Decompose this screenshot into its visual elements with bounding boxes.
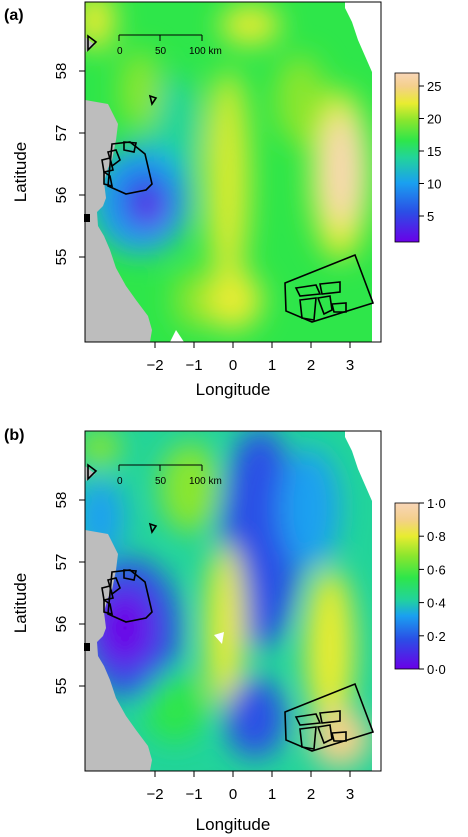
land-marker-b [84, 643, 90, 651]
scale-label-50-b: 50 [155, 476, 167, 487]
y-axis-a: 58 57 56 55 [53, 63, 85, 266]
land-marker-a [84, 214, 90, 222]
legend-tick-label: 1·0 [427, 496, 446, 511]
y-axis-b: 58 57 56 55 [53, 492, 85, 695]
x-tick-label: −1 [185, 786, 202, 803]
development-zones-b [87, 463, 375, 752]
legend-tick-label: 0·0 [427, 662, 446, 677]
y-tick-label: 57 [53, 125, 70, 142]
scale-label-0-a: 0 [117, 46, 123, 57]
data-gap-a [170, 330, 184, 342]
y-tick-label: 57 [53, 554, 70, 571]
legend-ticks-b: 1·0 0·8 0·6 0·4 0·2 0·0 [419, 496, 446, 677]
x-tick-label: −2 [146, 357, 163, 374]
legend-tick-label: 0·8 [427, 529, 446, 544]
x-axis-label-a: Longitude [196, 380, 271, 399]
scale-label-100-a: 100 km [189, 46, 222, 57]
panel-label-a: (a) [4, 7, 24, 24]
legend-tick-label: 0·2 [427, 629, 446, 644]
legend-tick-label: 0·4 [427, 596, 446, 611]
y-tick-label: 58 [53, 492, 70, 509]
y-axis-label-b: Latitude [11, 573, 30, 634]
y-tick-label: 55 [53, 678, 70, 695]
map-a-svg: 0 50 100 km (a) −2 −1 0 1 2 3 58 57 56 55 Longit… [4, 1, 441, 399]
x-tick-label: 0 [229, 357, 237, 374]
x-axis-b: −2 −1 0 1 2 3 [146, 771, 354, 803]
x-tick-label: 3 [346, 357, 354, 374]
legend-tick-label: 10 [427, 177, 441, 192]
map-b-svg: 0 50 100 km (b) −2 −1 0 1 2 3 58 57 56 55 Longit… [4, 427, 446, 834]
legend-tick-label: 25 [427, 79, 441, 94]
scale-bar-a: 0 50 100 km [117, 34, 222, 57]
density-surface-b [85, 431, 372, 771]
y-tick-label: 56 [53, 616, 70, 633]
x-axis-label-b: Longitude [196, 815, 271, 834]
y-tick-label: 58 [53, 63, 70, 80]
x-tick-label: −1 [185, 357, 202, 374]
map-panel-a: 0 50 100 km (a) −2 −1 0 1 2 3 58 57 56 55 Longit… [0, 0, 468, 415]
density-surface-a [85, 2, 372, 342]
development-zones-a [87, 34, 375, 323]
scale-label-50-a: 50 [155, 46, 167, 57]
y-tick-label: 55 [53, 249, 70, 266]
data-gap-b [214, 632, 224, 644]
legend-tick-label: 0·6 [427, 562, 446, 577]
x-tick-label: 1 [268, 786, 276, 803]
scale-bar-b: 0 50 100 km [117, 464, 222, 487]
legend-tick-label: 20 [427, 112, 441, 127]
y-axis-label-a: Latitude [11, 142, 30, 203]
y-tick-label: 56 [53, 187, 70, 204]
colour-legend-b [394, 502, 420, 670]
x-tick-label: 2 [307, 357, 315, 374]
x-tick-label: 2 [307, 786, 315, 803]
x-tick-label: −2 [146, 786, 163, 803]
legend-ticks-a: 25 20 15 10 5 [419, 79, 441, 224]
panel-label-b: (b) [4, 427, 24, 444]
x-axis-a: −2 −1 0 1 2 3 [146, 342, 354, 374]
x-tick-label: 3 [346, 786, 354, 803]
legend-tick-label: 15 [427, 144, 441, 159]
x-tick-label: 1 [268, 357, 276, 374]
x-tick-label: 0 [229, 786, 237, 803]
scale-label-100-b: 100 km [189, 476, 222, 487]
scale-label-0-b: 0 [117, 476, 123, 487]
legend-tick-label: 5 [427, 209, 434, 224]
map-panel-b: 0 50 100 km (b) −2 −1 0 1 2 3 58 57 56 55 Longit… [0, 418, 468, 837]
colour-legend-a [394, 72, 420, 243]
